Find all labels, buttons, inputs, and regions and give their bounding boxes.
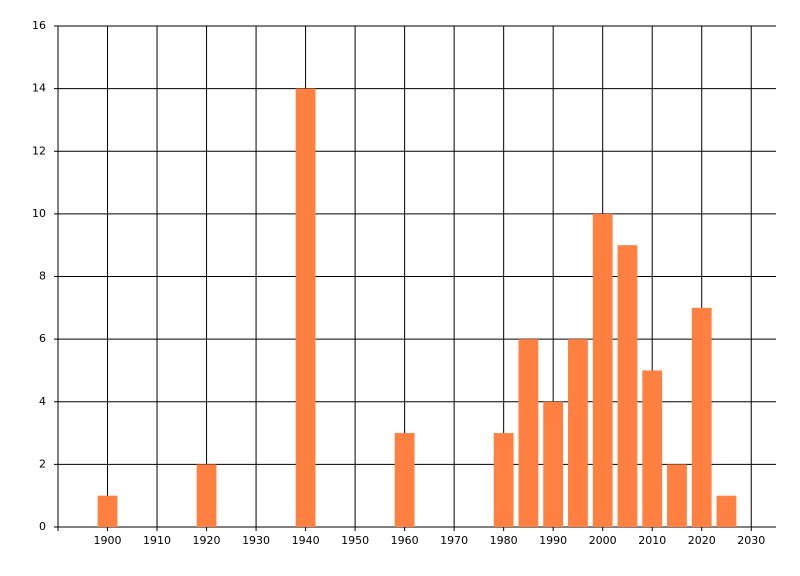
x-tick-label: 1900 — [94, 534, 122, 547]
bar — [617, 245, 638, 527]
y-tick-label: 0 — [39, 520, 46, 533]
x-tick-label: 2010 — [638, 534, 666, 547]
x-tick-label: 2030 — [737, 534, 765, 547]
bar — [543, 401, 564, 527]
bar — [592, 213, 613, 527]
y-tick-label: 16 — [32, 19, 46, 32]
x-tick-label: 1940 — [292, 534, 320, 547]
y-tick-label: 12 — [32, 144, 46, 157]
bar — [97, 495, 118, 527]
bar — [568, 339, 588, 527]
y-tick-label: 2 — [39, 457, 46, 470]
bar — [394, 433, 415, 527]
x-tick-label: 1920 — [193, 534, 221, 547]
y-tick-label: 4 — [39, 395, 46, 408]
y-tick-label: 8 — [39, 270, 46, 283]
x-tick-label: 1970 — [440, 534, 468, 547]
bar — [716, 495, 737, 527]
x-tick-label: 1930 — [242, 534, 270, 547]
x-tick-label: 1990 — [539, 534, 567, 547]
bar — [493, 433, 514, 527]
bar — [295, 88, 316, 527]
bar — [691, 307, 712, 527]
x-tick-label: 2000 — [589, 534, 617, 547]
x-tick-label: 1950 — [341, 534, 369, 547]
bar — [196, 464, 217, 527]
x-tick-label: 1980 — [490, 534, 518, 547]
bar — [642, 370, 663, 527]
x-tick-label: 1910 — [143, 534, 171, 547]
bar — [518, 339, 539, 527]
x-tick-label: 2020 — [688, 534, 716, 547]
y-tick-label: 10 — [32, 207, 46, 220]
y-tick-label: 6 — [39, 332, 46, 345]
x-tick-label: 1960 — [391, 534, 419, 547]
y-tick-label: 14 — [32, 82, 46, 95]
bar — [667, 464, 687, 527]
